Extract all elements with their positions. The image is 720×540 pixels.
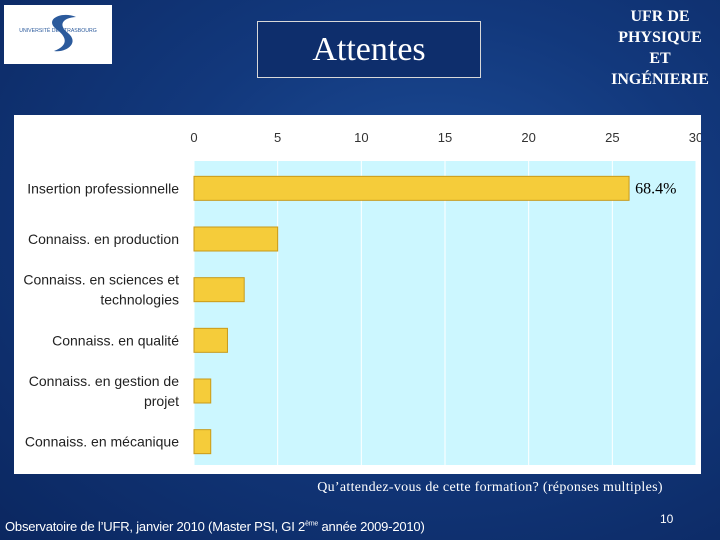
bar <box>193 327 228 353</box>
x-tick-label: 15 <box>438 130 452 145</box>
university-logo-mark: UNIVERSITÉ DE STRASBOURG <box>19 14 97 52</box>
ufr-line: UFR DE <box>630 8 690 25</box>
x-tick-label: 0 <box>190 130 197 145</box>
footer-superscript: ème <box>305 520 319 528</box>
percent-annotation: 68.4% <box>635 180 676 197</box>
ufr-line: ET <box>649 50 671 67</box>
footer-text-before: Observatoire de l’UFR, janvier 2010 (Mas… <box>5 519 306 534</box>
page-number: 10 <box>660 512 674 526</box>
x-tick-label: 30 <box>689 130 701 145</box>
slide-title: Attentes <box>257 21 481 78</box>
footer-text-after: année 2009-2010) <box>318 519 425 534</box>
bar <box>193 175 630 201</box>
ufr-line: INGÉNIERIE <box>611 71 709 88</box>
category-label: Connaiss. en qualité <box>52 332 179 348</box>
bar <box>193 378 212 404</box>
category-label: Connaiss. en mécanique <box>25 434 179 450</box>
category-label: Connaiss. en production <box>28 231 179 247</box>
bar <box>193 277 245 303</box>
chart-caption: Qu’attendez-vous de cette formation? (ré… <box>317 480 663 495</box>
x-tick-label: 5 <box>274 130 281 145</box>
category-label: technologies <box>100 292 179 308</box>
category-label: Connaiss. en sciences et <box>23 272 179 288</box>
x-tick-label: 25 <box>605 130 619 145</box>
chart-panel: 0 5 10 15 20 25 30 Insertion professionnelle Con… <box>14 115 701 474</box>
logo-text: UNIVERSITÉ DE STRASBOURG <box>19 27 97 34</box>
bar <box>193 429 212 455</box>
university-logo: UNIVERSITÉ DE STRASBOURG <box>4 5 112 64</box>
ufr-label: UFR DE PHYSIQUE ET INGÉNIERIE <box>600 6 720 90</box>
category-label: Insertion professionnelle <box>27 180 179 196</box>
footer-source: Observatoire de l’UFR, janvier 2010 (Mas… <box>5 519 425 534</box>
bar <box>193 226 279 252</box>
category-label: Connaiss. en gestion de <box>29 373 179 389</box>
x-tick-label: 10 <box>354 130 368 145</box>
x-tick-label: 20 <box>521 130 535 145</box>
category-label: projet <box>144 393 179 409</box>
ufr-line: PHYSIQUE <box>618 29 702 46</box>
bar-chart: 0 5 10 15 20 25 30 Insertion professionnelle Con… <box>23 130 701 465</box>
